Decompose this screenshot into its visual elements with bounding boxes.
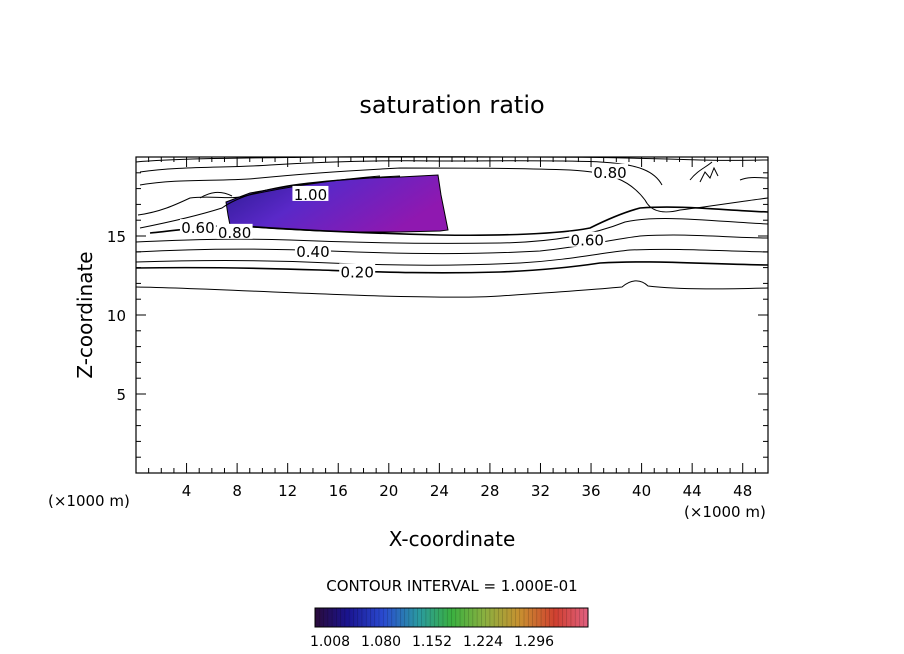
contour-label: 0.40 — [296, 243, 329, 261]
x-tick-label: 16 — [329, 482, 348, 500]
x-tick-label: 20 — [379, 482, 398, 500]
colorbar-tick-label: 1.224 — [463, 634, 503, 650]
chart-title: saturation ratio — [359, 91, 544, 119]
contour-label: 0.20 — [340, 263, 373, 281]
x-tick-label: 12 — [278, 482, 297, 500]
y-tick-label: 15 — [107, 228, 126, 246]
contour-interval-text: CONTOUR INTERVAL = 1.000E-01 — [326, 577, 577, 595]
y-tick-labels: 5 10 15 — [107, 228, 126, 404]
contour-label: 0.80 — [218, 224, 251, 242]
colorbar-tick-label: 1.296 — [514, 634, 554, 650]
colorbar-tick-label: 1.080 — [361, 634, 401, 650]
axis-ticks — [136, 157, 768, 473]
contour-label-bg — [179, 219, 216, 235]
y-axis-label: Z-coordinate — [73, 251, 97, 378]
x-tick-label: 36 — [581, 482, 600, 500]
x-tick-label: 32 — [531, 482, 550, 500]
y-tick-label: 10 — [107, 307, 126, 325]
contour-label-bg — [339, 263, 376, 279]
contour-label: 1.00 — [294, 186, 327, 204]
saturation-fill-region — [225, 174, 449, 233]
contour-label: 0.80 — [593, 164, 626, 182]
x-tick-label: 28 — [480, 482, 499, 500]
colorbar-stripes — [318, 608, 585, 627]
contour-label-bg — [292, 185, 329, 201]
x-unit-left: (×1000 m) — [48, 492, 130, 510]
x-tick-label: 24 — [430, 482, 449, 500]
x-tick-label: 40 — [632, 482, 651, 500]
contour-label-bg — [569, 231, 606, 247]
x-tick-label: 8 — [232, 482, 242, 500]
contour-label: 0.60 — [571, 232, 604, 250]
x-tick-labels: 4 8 12 16 20 24 28 32 36 40 44 48 — [182, 482, 752, 500]
x-tick-label: 4 — [182, 482, 192, 500]
colorbar-labels: 1.008 1.080 1.152 1.224 1.296 — [310, 634, 554, 650]
contour-label: 0.60 — [181, 219, 214, 237]
y-tick-label: 5 — [116, 386, 126, 404]
contour-label-bg — [294, 242, 331, 258]
x-tick-label: 48 — [733, 482, 752, 500]
colorbar-tick-label: 1.152 — [412, 634, 452, 650]
contour-label-bg — [592, 163, 628, 179]
colorbar — [314, 607, 589, 628]
x-unit-right: (×1000 m) — [684, 503, 766, 521]
x-axis-label: X-coordinate — [389, 527, 516, 551]
contour-labels: 0.200.400.600.800.601.000.80 — [179, 163, 628, 281]
contour-label-bg — [216, 223, 253, 239]
x-tick-label: 44 — [683, 482, 702, 500]
colorbar-tick-label: 1.008 — [310, 634, 350, 650]
